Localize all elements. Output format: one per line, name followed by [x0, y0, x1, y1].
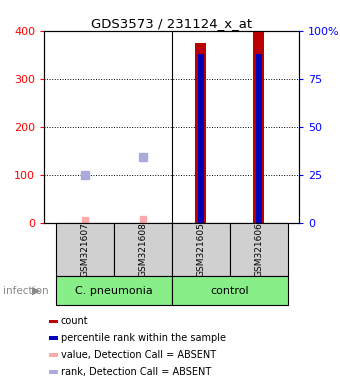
Text: GSM321608: GSM321608: [138, 222, 147, 277]
Title: GDS3573 / 231124_x_at: GDS3573 / 231124_x_at: [91, 17, 252, 30]
Text: percentile rank within the sample: percentile rank within the sample: [61, 333, 225, 343]
Text: ▶: ▶: [32, 286, 41, 296]
Bar: [195, 43, 206, 223]
Bar: [198, 54, 204, 223]
Bar: [172, 276, 288, 305]
Bar: [56, 223, 114, 276]
Bar: [49, 353, 58, 357]
Text: GSM321606: GSM321606: [254, 222, 263, 277]
Text: value, Detection Call = ABSENT: value, Detection Call = ABSENT: [61, 350, 216, 360]
Bar: [56, 276, 172, 305]
Text: infection: infection: [3, 286, 49, 296]
Bar: [172, 223, 230, 276]
Bar: [253, 31, 264, 223]
Bar: [114, 223, 172, 276]
Text: control: control: [210, 286, 249, 296]
Bar: [49, 370, 58, 374]
Bar: [49, 336, 58, 340]
Bar: [256, 54, 261, 223]
Bar: [230, 223, 288, 276]
Text: C. pneumonia: C. pneumonia: [75, 286, 153, 296]
Bar: [49, 319, 58, 323]
Text: GSM321607: GSM321607: [80, 222, 89, 277]
Text: count: count: [61, 316, 88, 326]
Text: GSM321605: GSM321605: [196, 222, 205, 277]
Text: rank, Detection Call = ABSENT: rank, Detection Call = ABSENT: [61, 367, 211, 377]
